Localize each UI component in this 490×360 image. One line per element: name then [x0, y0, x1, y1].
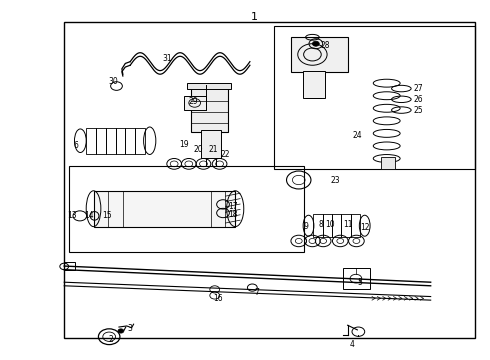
Bar — [64, 262, 75, 270]
Text: 8: 8 — [318, 220, 323, 229]
Bar — [64, 22, 475, 338]
Bar — [201, 130, 220, 158]
Bar — [69, 166, 304, 252]
Bar — [292, 37, 347, 72]
Bar — [381, 157, 394, 169]
Bar — [187, 83, 231, 89]
Text: 24: 24 — [353, 131, 362, 140]
Text: 7: 7 — [255, 288, 260, 297]
Bar — [106, 128, 116, 154]
Text: 13: 13 — [67, 211, 76, 220]
Bar — [350, 214, 360, 237]
Bar — [191, 85, 228, 132]
Circle shape — [313, 41, 319, 46]
Bar — [184, 96, 206, 110]
Text: 15: 15 — [102, 211, 112, 220]
Text: 11: 11 — [343, 220, 352, 229]
Text: 4: 4 — [350, 341, 355, 350]
Text: 1: 1 — [251, 12, 258, 22]
Text: 3: 3 — [128, 324, 133, 333]
Text: 31: 31 — [162, 54, 171, 63]
Text: 16: 16 — [213, 294, 223, 303]
Bar — [116, 128, 125, 154]
Bar — [341, 214, 350, 237]
Bar — [303, 71, 325, 98]
Bar — [86, 128, 96, 154]
Text: 5: 5 — [357, 278, 362, 287]
Text: 6: 6 — [74, 141, 79, 150]
Text: 2: 2 — [108, 335, 113, 344]
Text: 10: 10 — [326, 220, 335, 229]
Text: 29: 29 — [189, 97, 198, 106]
Text: 25: 25 — [414, 105, 423, 114]
Bar — [323, 214, 332, 237]
Text: 19: 19 — [179, 140, 189, 149]
Text: 17: 17 — [228, 202, 238, 211]
Text: 22: 22 — [220, 150, 230, 159]
Bar — [135, 128, 145, 154]
Text: 23: 23 — [331, 176, 340, 185]
Bar — [332, 214, 341, 237]
Bar — [96, 128, 106, 154]
Text: 26: 26 — [414, 95, 423, 104]
Text: 21: 21 — [208, 145, 218, 154]
Bar — [125, 128, 135, 154]
Text: 20: 20 — [194, 145, 203, 154]
Text: 18: 18 — [228, 210, 238, 219]
Bar — [94, 191, 235, 226]
Circle shape — [118, 329, 124, 333]
Bar — [274, 26, 475, 169]
Text: 9: 9 — [304, 222, 309, 231]
Text: 30: 30 — [108, 77, 118, 86]
Text: 28: 28 — [321, 41, 330, 50]
Text: 12: 12 — [360, 223, 369, 232]
Bar — [314, 214, 323, 237]
Text: 14: 14 — [84, 211, 94, 220]
Bar — [343, 268, 369, 289]
Text: 27: 27 — [414, 84, 423, 93]
